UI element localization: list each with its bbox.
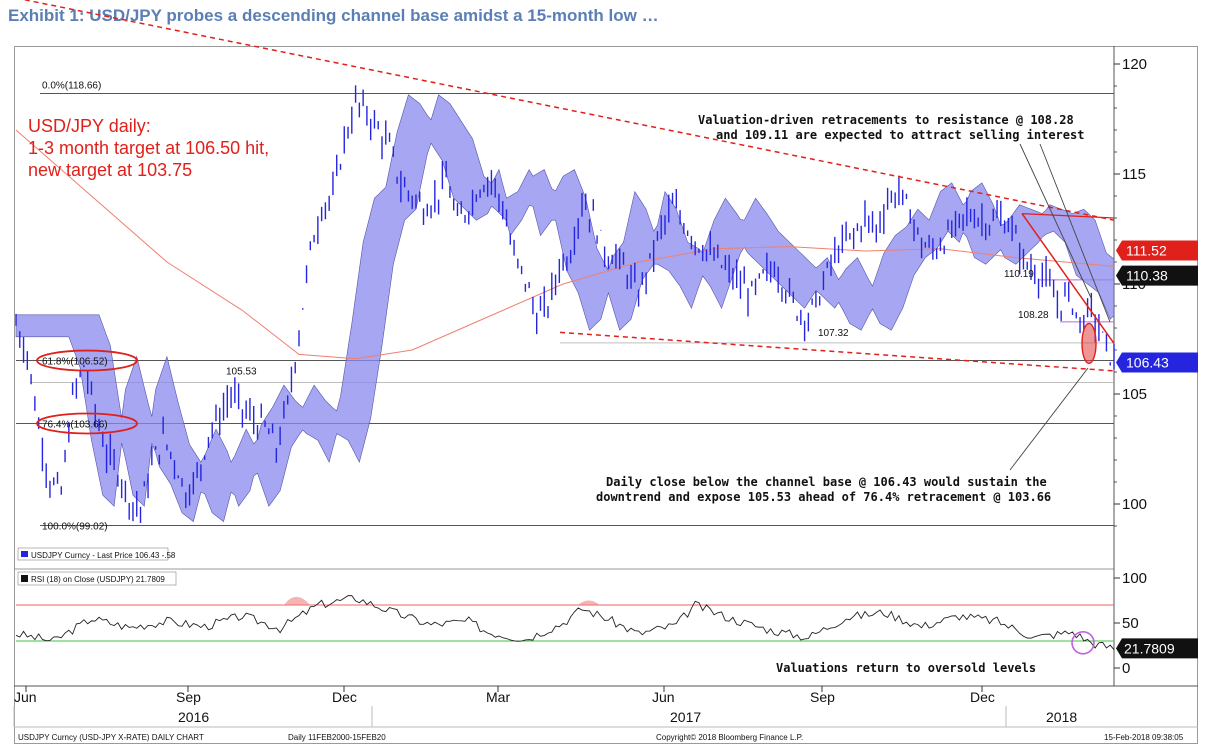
annotation-text: and 109.11 are expected to attract selli… <box>716 128 1084 142</box>
y-tick-label: 120 <box>1122 56 1147 73</box>
chart-heading: USD/JPY daily: <box>28 116 151 136</box>
x-month-label: Dec <box>332 689 357 705</box>
y-tick-label: 105 <box>1122 386 1147 403</box>
fib-highlight-ellipse <box>36 412 138 435</box>
fib-label: 61.8%(106.52) <box>42 357 108 368</box>
x-year-label: 2016 <box>178 709 209 725</box>
price-tag-box <box>1116 265 1198 286</box>
x-year-label: 2017 <box>670 709 701 725</box>
rsi-overbought-fill <box>284 596 310 605</box>
chart-frame <box>14 46 1198 744</box>
x-month-label: Sep <box>176 689 201 705</box>
annotation-text: Valuation-driven retracements to resista… <box>698 113 1074 127</box>
level-label: 107.32 <box>818 328 849 339</box>
price-tag-box <box>1116 240 1198 261</box>
moving-average-line <box>15 129 1115 360</box>
legend-price-text: USDJPY Curncy - Last Price 106.43 -.58 <box>31 551 176 560</box>
footer-timestamp: 15-Feb-2018 09:38:05 <box>1104 733 1184 742</box>
channel-top-line <box>22 0 1115 221</box>
price-tag-label: 110.38 <box>1126 268 1168 284</box>
level-label: 108.28 <box>1018 310 1049 321</box>
fib-label: 0.0%(118.66) <box>42 80 101 91</box>
x-month-label: Sep <box>810 689 835 705</box>
rsi-value-box <box>1116 638 1198 659</box>
chart-heading: 1-3 month target at 106.50 hit, <box>28 138 269 158</box>
x-month-label: Mar <box>486 689 510 705</box>
x-month-label: Dec <box>970 689 995 705</box>
x-month-label: Jun <box>14 689 37 705</box>
rsi-tick-label: 100 <box>1122 570 1147 587</box>
rsi-value-tag: 21.7809 <box>1116 638 1198 659</box>
legend-swatch <box>21 575 28 582</box>
rsi-tick-label: 50 <box>1122 615 1139 632</box>
price-tag-box <box>1116 352 1198 373</box>
annotation-arrow <box>1019 143 1093 301</box>
exhibit-title: Exhibit 1: USD/JPY probes a descending c… <box>8 6 659 25</box>
price-tag: 111.52 <box>1116 240 1198 261</box>
oversold-marker <box>1071 630 1095 655</box>
level-label: 105.53 <box>226 366 257 377</box>
annotation-text: Daily close below the channel base @ 106… <box>606 475 1047 489</box>
annotation-text: downtrend and expose 105.53 ahead of 76.… <box>596 490 1051 504</box>
price-legend: USDJPY Curncy - Last Price 106.43 -.58 <box>17 547 176 561</box>
rsi-legend: RSI (18) on Close (USDJPY) 21.7809 <box>17 571 177 586</box>
annotation-arrow <box>1039 143 1111 323</box>
footer-copyright: Copyright© 2018 Bloomberg Finance L.P. <box>656 733 803 742</box>
x-month-label: Jun <box>652 689 675 705</box>
rsi-overbought-fill <box>578 600 600 605</box>
legend-box <box>17 547 169 561</box>
rsi-tick-label: 0 <box>1122 660 1130 677</box>
chart-heading: new target at 103.75 <box>28 160 192 180</box>
legend-box <box>17 571 177 586</box>
fib-label: 76.4%(103.66) <box>42 419 108 430</box>
annotation-arrow <box>1009 367 1089 471</box>
short-term-trendline <box>1021 213 1115 344</box>
y-tick-label: 100 <box>1122 496 1147 513</box>
rsi-annotation: Valuations return to oversold levels <box>776 661 1036 675</box>
fib-label: 100.0%(99.02) <box>42 522 108 533</box>
x-year-label: 2018 <box>1046 709 1077 725</box>
legend-rsi-text: RSI (18) on Close (USDJPY) 21.7809 <box>31 575 165 584</box>
price-tag: 110.38 <box>1116 265 1198 286</box>
ichimoku-cloud <box>15 94 1115 523</box>
price-tag: 106.43 <box>1116 352 1198 373</box>
rsi-line <box>15 595 1115 650</box>
price-highlight-ellipse <box>1081 322 1097 365</box>
price-tag-label: 106.43 <box>1126 355 1169 371</box>
y-tick-label: 115 <box>1122 166 1146 183</box>
fib-highlight-ellipse <box>36 349 138 372</box>
footer-left: USDJPY Curncy (USD-JPY X-RATE) DAILY CHA… <box>18 733 204 742</box>
price-tag-label: 111.52 <box>1126 243 1167 259</box>
legend-swatch <box>21 551 28 557</box>
rsi-value-label: 21.7809 <box>1124 640 1175 656</box>
level-label: 110.19 <box>1004 269 1034 280</box>
channel-base-line <box>559 331 1115 372</box>
footer-period: Daily 11FEB2000-15FEB20 <box>288 733 386 742</box>
